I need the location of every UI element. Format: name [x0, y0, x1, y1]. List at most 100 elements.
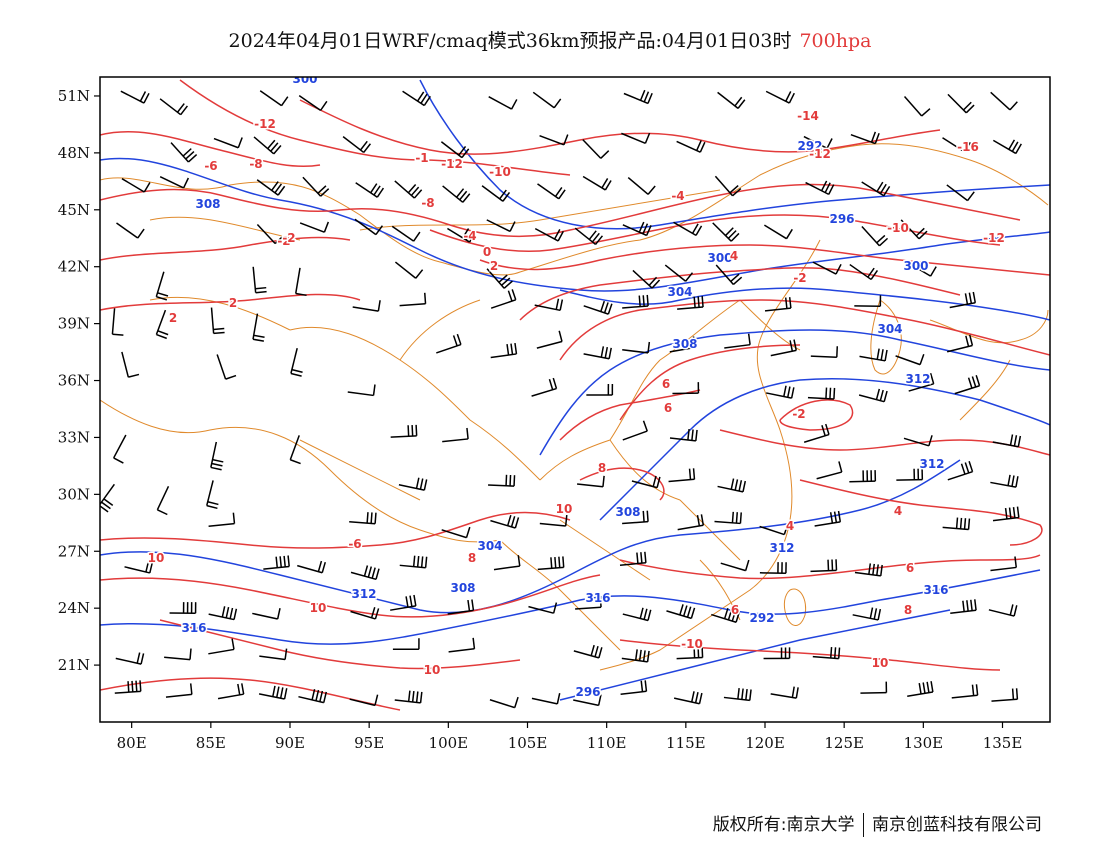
height-contour [100, 157, 1050, 292]
wind-barb [816, 461, 843, 480]
contour-label: 4 [894, 504, 902, 518]
wind-barb [573, 694, 602, 707]
wind-barb [805, 180, 835, 196]
wind-barb [394, 690, 423, 704]
wind-barb [354, 218, 384, 236]
contour-label: -10 [489, 165, 511, 179]
wind-barb [394, 180, 423, 199]
wind-barb [164, 648, 192, 661]
wind-barb [206, 480, 219, 510]
wind-barb [169, 602, 197, 614]
wind-barb [946, 334, 974, 353]
temperature-contour [559, 389, 701, 441]
wind-barb [765, 90, 795, 104]
wind-barb [908, 373, 935, 392]
wind-barb [812, 261, 842, 275]
lon-label: 125E [824, 734, 864, 752]
wind-barb [583, 300, 613, 315]
wind-barb [289, 435, 301, 465]
wind-barb [677, 296, 704, 310]
wind-barb [159, 98, 188, 116]
lat-label: 42N [58, 258, 90, 276]
wind-barb [946, 184, 975, 202]
temperature-contour [779, 399, 854, 431]
contour-label: 10 [148, 551, 165, 565]
wind-barb [803, 423, 830, 443]
lat-label: 33N [58, 428, 90, 446]
wind-barb [165, 683, 193, 698]
contour-label: 2 [169, 311, 177, 325]
wind-barb [217, 683, 245, 700]
wind-barb [531, 377, 558, 397]
contour-label: 292 [797, 139, 822, 153]
contour-labels: 300 308 292 296 300 304 308 312 308 304 312 308 312 3… [146, 77, 1006, 701]
wind-barb [724, 333, 751, 349]
wind-barb [622, 341, 651, 354]
wind-barb [858, 388, 888, 403]
wind-barb [531, 693, 561, 705]
wind-barb [854, 563, 883, 577]
contour-label: 312 [351, 587, 376, 601]
province-lines [289, 299, 801, 561]
wind-barb [631, 475, 661, 489]
wind-barb [714, 511, 742, 525]
wind-barb [582, 175, 612, 191]
lat-label: 48N [58, 144, 90, 162]
contour-label: 10 [556, 502, 573, 516]
wind-barb [620, 680, 648, 695]
wind-barb [208, 512, 236, 527]
wind-barb [673, 691, 703, 705]
contour-label: 308 [615, 505, 640, 519]
lat-label: 39N [58, 315, 90, 333]
title-level: 700hpa [799, 30, 872, 52]
wind-barb [216, 354, 237, 380]
wind-barb [770, 339, 797, 357]
wind-barb [490, 514, 520, 529]
wind-barb [861, 226, 889, 247]
wind-barb [486, 268, 513, 289]
wind-barb [155, 309, 169, 340]
wind-barb [534, 298, 564, 312]
wind-barb [352, 300, 381, 312]
longitude-axis: 80E 85E 90E 95E 100E 105E 110E 115E 120E 125E 130E… [117, 722, 1022, 752]
latitude-axis: 51N 48N 45N 42N 39N 36N 33N 30N 27N 24N 21N [58, 87, 100, 674]
contour-label: 300 [903, 259, 928, 273]
wind-barb [575, 596, 602, 610]
contour-label: -14 [797, 109, 819, 123]
contour-label: 6 [906, 561, 914, 575]
contour-label: 316 [585, 591, 610, 605]
contour-label: 6 [731, 603, 739, 617]
contour-label: 316 [923, 583, 948, 597]
wind-barb [488, 96, 518, 110]
wind-barb [490, 289, 517, 309]
contour-label: 304 [477, 539, 502, 553]
wind-barb [990, 556, 1018, 572]
temperature-contour [299, 99, 941, 155]
contour-label: 2 [229, 296, 237, 310]
contour-label: -1 [415, 151, 428, 165]
wind-barb [574, 227, 604, 246]
contour-label: 308 [672, 337, 697, 351]
contour-label: -6 [204, 159, 217, 173]
wind-barb [810, 346, 839, 359]
wind-barb [159, 176, 190, 189]
temperature-contour [479, 244, 1050, 276]
contour-label: -12 [983, 231, 1005, 245]
lon-label: 130E [904, 734, 944, 752]
wind-barb [759, 523, 789, 536]
contour-label: 300 [707, 251, 732, 265]
wind-barb [849, 470, 877, 483]
temperature-contour [559, 299, 1050, 361]
wind-barb [907, 262, 937, 277]
lon-label: 110E [587, 734, 627, 752]
wind-barb [622, 221, 652, 237]
wind-barb [619, 551, 647, 566]
height-contour [100, 459, 961, 614]
plot-area: 300 308 292 296 300 304 308 312 308 304 312 308 312 3… [100, 77, 1050, 711]
wind-barb [213, 137, 243, 149]
wind-barb [121, 178, 151, 193]
wind-barb [666, 604, 696, 620]
wind-barb [622, 294, 649, 309]
wind-barb [447, 227, 476, 243]
height-contour [599, 377, 1050, 521]
